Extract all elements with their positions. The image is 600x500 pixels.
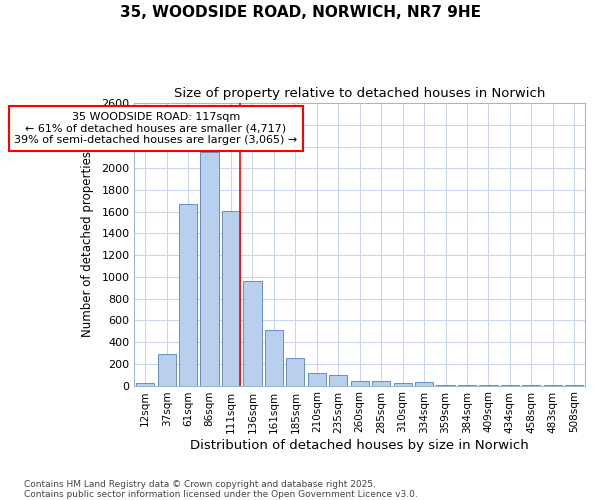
X-axis label: Distribution of detached houses by size in Norwich: Distribution of detached houses by size … [190, 440, 529, 452]
Bar [436, 385, 455, 386]
Bar [158, 354, 176, 386]
Text: 35, WOODSIDE ROAD, NORWICH, NR7 9HE: 35, WOODSIDE ROAD, NORWICH, NR7 9HE [119, 5, 481, 20]
Bar [308, 372, 326, 386]
Bar [179, 204, 197, 386]
Bar [479, 385, 497, 386]
Bar [544, 385, 562, 386]
Bar [200, 152, 218, 386]
Bar [329, 374, 347, 386]
Bar [394, 383, 412, 386]
Y-axis label: Number of detached properties: Number of detached properties [82, 152, 94, 338]
Bar [136, 383, 154, 386]
Bar [565, 385, 583, 386]
Bar [265, 330, 283, 386]
Bar [501, 385, 519, 386]
Bar [244, 282, 262, 386]
Bar [222, 210, 240, 386]
Bar [286, 358, 304, 386]
Text: 35 WOODSIDE ROAD: 117sqm
← 61% of detached houses are smaller (4,717)
39% of sem: 35 WOODSIDE ROAD: 117sqm ← 61% of detach… [14, 112, 298, 145]
Bar [458, 385, 476, 386]
Bar [415, 382, 433, 386]
Bar [522, 385, 541, 386]
Bar [350, 381, 369, 386]
Text: Contains HM Land Registry data © Crown copyright and database right 2025.
Contai: Contains HM Land Registry data © Crown c… [24, 480, 418, 499]
Bar [372, 381, 391, 386]
Title: Size of property relative to detached houses in Norwich: Size of property relative to detached ho… [174, 88, 545, 101]
